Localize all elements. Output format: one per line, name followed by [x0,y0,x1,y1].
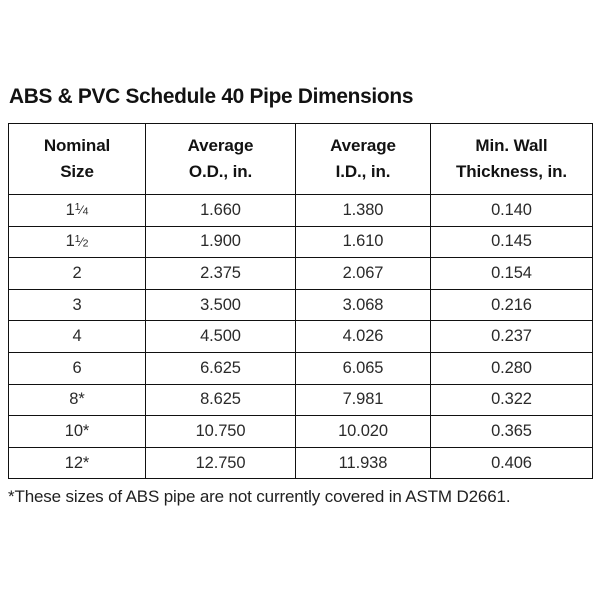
cell-min-wall-thickness: 0.145 [430,225,593,259]
header-row: Nominal Size Average O.D., in. Average I… [8,123,593,195]
cell-nominal-size: 4 [8,320,146,353]
nominal-size-value: 8* [69,390,85,409]
nominal-size-fraction: 1⁄2 [75,233,89,250]
fraction-slash: ⁄ [80,203,83,218]
header-line-2: Size [60,162,94,181]
cell-min-wall-thickness: 0.365 [430,415,593,448]
pipe-dimensions-table: Nominal Size Average O.D., in. Average I… [8,123,593,480]
cell-average-od: 6.625 [145,351,296,385]
cell-average-od: 1.900 [145,225,296,259]
cell-nominal-size: 10* [8,415,146,448]
cell-average-od: 10.750 [145,415,296,448]
nominal-size-value: 1 [65,200,75,219]
nominal-size-value: 6 [72,358,82,377]
nominal-size-value: 3 [72,295,82,314]
fraction-denominator: 2 [82,237,89,250]
column-header-min-wall-thickness: Min. Wall Thickness, in. [430,123,593,195]
nominal-size-value: 4 [72,327,82,346]
cell-nominal-size: 12* [8,446,146,480]
cell-average-id: 4.026 [295,320,431,353]
cell-average-id: 1.610 [295,225,431,259]
cell-average-od: 4.500 [145,320,296,353]
cell-min-wall-thickness: 0.280 [430,351,593,385]
nominal-size-value: 10* [64,421,90,440]
table-row: 3 3.500 3.068 0.216 [8,288,593,322]
cell-average-od: 1.660 [145,194,296,227]
cell-nominal-size: 2 [8,257,146,290]
table-row: 12* 12.750 11.938 0.406 [8,446,593,480]
table-row: 6 6.625 6.065 0.280 [8,351,593,385]
cell-nominal-size: 11⁄2 [8,225,146,259]
fraction-denominator: 4 [82,205,89,218]
cell-average-id: 1.380 [295,194,431,227]
column-header-nominal-size: Nominal Size [8,123,146,195]
column-header-average-id: Average I.D., in. [295,123,431,195]
cell-average-od: 2.375 [145,257,296,290]
cell-min-wall-thickness: 0.216 [430,288,593,322]
cell-average-id: 7.981 [295,383,431,417]
nominal-size-value: 1 [65,232,75,251]
cell-nominal-size: 6 [8,351,146,385]
table-header: Nominal Size Average O.D., in. Average I… [8,123,593,195]
column-header-average-od: Average O.D., in. [145,123,296,195]
fraction-slash: ⁄ [80,234,83,249]
nominal-size-value: 12* [64,453,90,472]
cell-average-id: 10.020 [295,415,431,448]
table-row: 11⁄4 1.660 1.380 0.140 [8,194,593,227]
header-line-1: Min. Wall [475,135,548,155]
header-line-1: Average [187,135,254,155]
header-line-1: Nominal [43,135,111,155]
header-line-2: O.D., in. [188,162,253,181]
fraction-numerator: 1 [74,232,81,245]
header-line-2: I.D., in. [335,162,391,181]
cell-min-wall-thickness: 0.154 [430,257,593,290]
cell-min-wall-thickness: 0.406 [430,446,593,480]
cell-average-id: 3.068 [295,288,431,322]
table-row: 10* 10.750 10.020 0.365 [8,415,593,448]
fraction-numerator: 1 [74,201,81,214]
table-body: 11⁄4 1.660 1.380 0.140 11⁄2 1.900 1.610 0.145 2 2… [8,194,593,480]
cell-min-wall-thickness: 0.237 [430,320,593,353]
cell-nominal-size: 11⁄4 [8,194,146,227]
cell-average-od: 8.625 [145,383,296,417]
nominal-size-value: 2 [72,263,82,282]
cell-average-id: 6.065 [295,351,431,385]
table-row: 8* 8.625 7.981 0.322 [8,383,593,417]
page-title: ABS & PVC Schedule 40 Pipe Dimensions [9,84,414,108]
cell-average-od: 12.750 [145,446,296,480]
cell-average-id: 2.067 [295,257,431,290]
cell-nominal-size: 3 [8,288,146,322]
cell-average-od: 3.500 [145,288,296,322]
cell-average-id: 11.938 [295,446,431,480]
cell-min-wall-thickness: 0.140 [430,194,593,227]
header-line-1: Average [330,135,396,155]
table-row: 2 2.375 2.067 0.154 [8,257,593,290]
cell-min-wall-thickness: 0.322 [430,383,593,417]
cell-nominal-size: 8* [8,383,146,417]
table-row: 11⁄2 1.900 1.610 0.145 [8,225,593,259]
header-line-2: Thickness, in. [455,162,568,181]
footnote: *These sizes of ABS pipe are not current… [8,487,511,506]
table-row: 4 4.500 4.026 0.237 [8,320,593,353]
nominal-size-fraction: 1⁄4 [75,201,89,218]
